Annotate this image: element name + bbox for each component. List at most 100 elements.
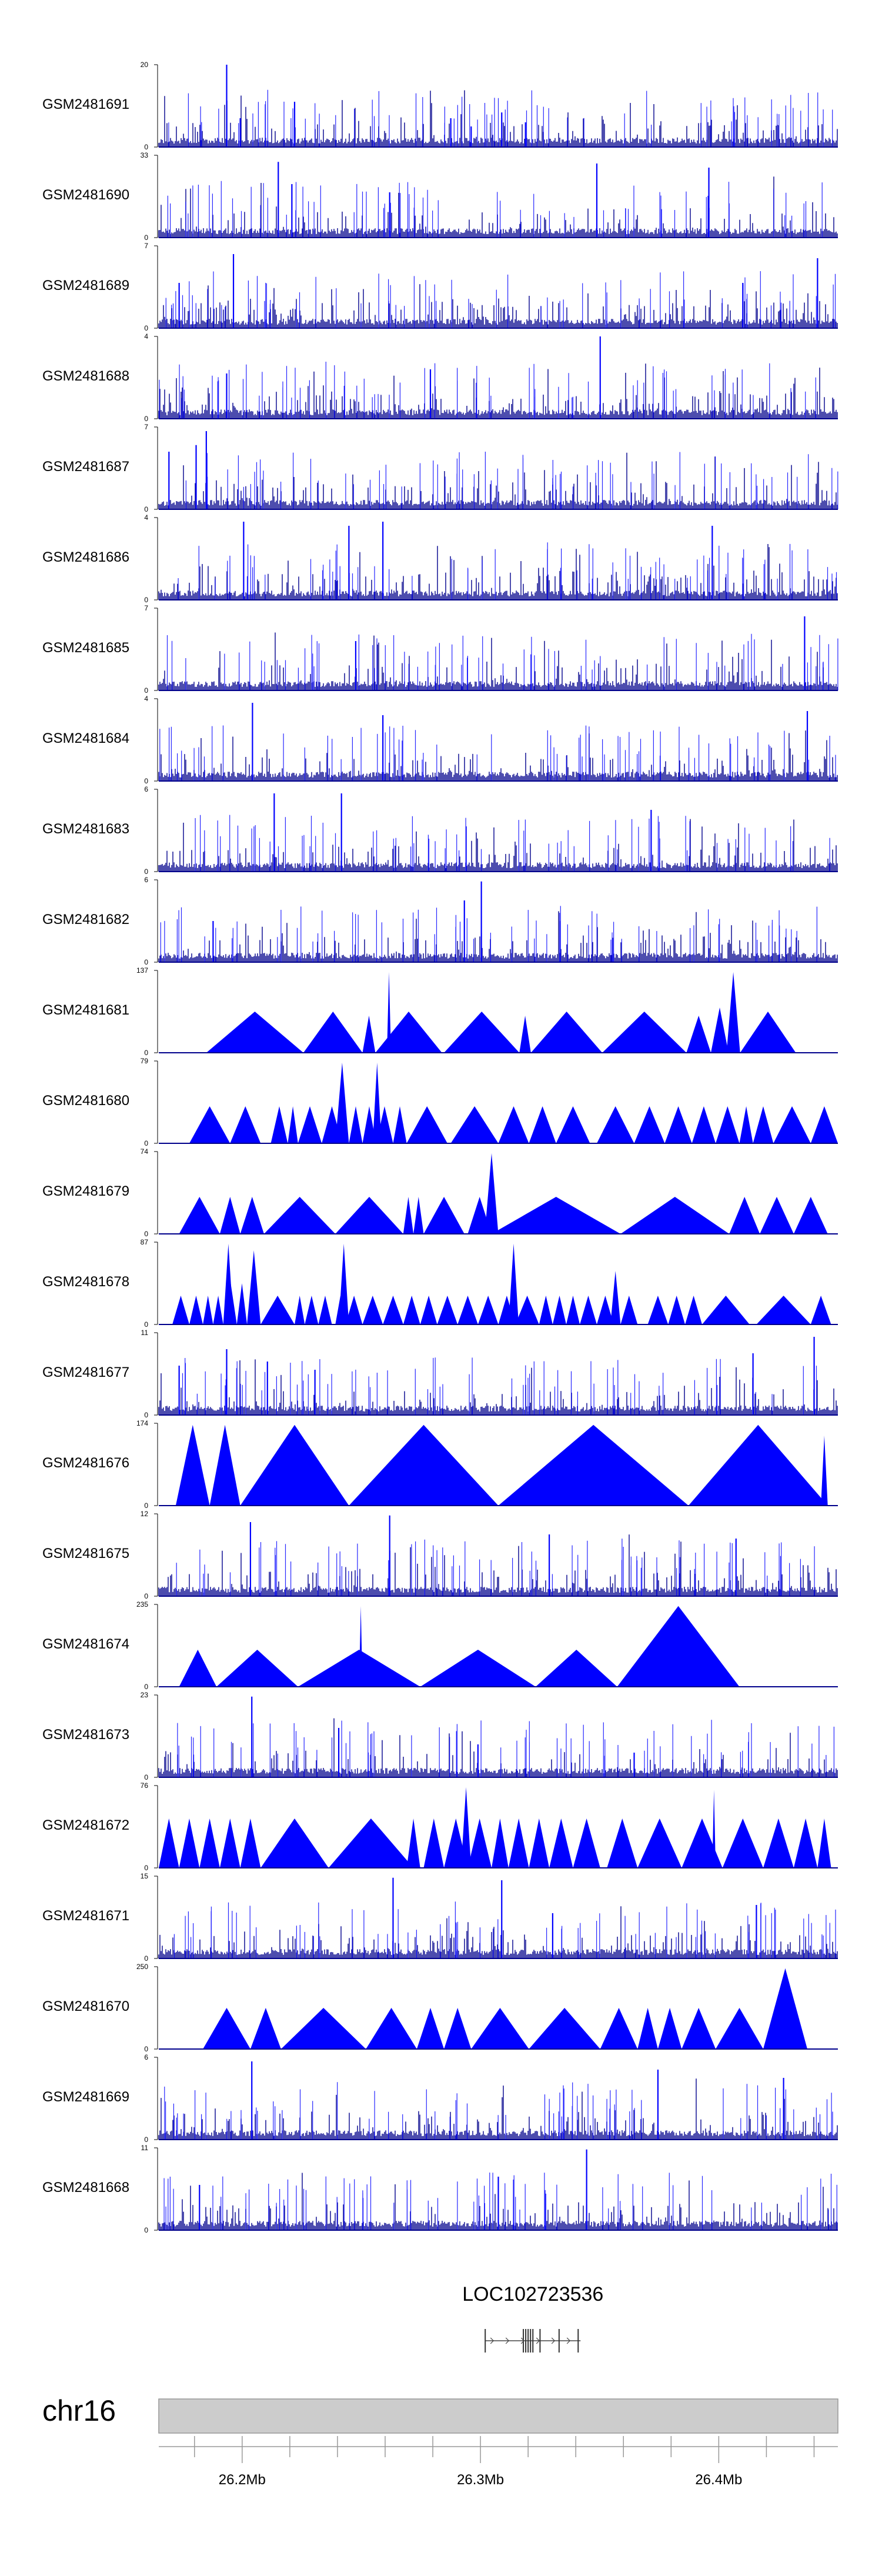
signal-peak <box>444 2008 472 2049</box>
y-max-label: 6 <box>144 2053 148 2061</box>
signal-peak <box>552 1296 566 1324</box>
coverage-tracks: GSM2481691200GSM2481690330GSM248168970GS… <box>42 61 838 2234</box>
track-label: GSM2481680 <box>42 1093 129 1109</box>
genome-axis: 26.2Mb 26.3Mb 26.4Mb <box>159 2436 838 2488</box>
signal-peak <box>549 1818 573 1868</box>
signal-peak <box>810 1106 838 1143</box>
signal-peak <box>189 1296 203 1324</box>
y-max-label: 11 <box>141 1329 149 1337</box>
y-min-label: 0 <box>144 143 148 151</box>
y-min-label: 0 <box>144 1683 148 1691</box>
signal-peak <box>620 1197 730 1234</box>
signal-peak <box>760 1197 794 1234</box>
signal-peak <box>664 1106 692 1143</box>
signal-peak <box>536 1650 617 1687</box>
chromosome-label: chr16 <box>42 2394 116 2427</box>
signal-peak <box>437 1296 458 1324</box>
signal-spikes <box>166 633 838 690</box>
y-min-label: 0 <box>144 867 148 876</box>
track-GSM2481678: GSM2481678 87 0 <box>42 1238 838 1329</box>
y-max-label: 4 <box>144 332 148 341</box>
signal-bars <box>158 544 838 600</box>
track-GSM2481683: GSM2481683 6 0 <box>42 785 838 876</box>
signal-bars <box>158 1359 838 1415</box>
y-min-label: 0 <box>144 324 148 332</box>
signal-peak <box>172 1296 189 1324</box>
signal-peak <box>206 1012 303 1053</box>
signal-spikes <box>176 1539 815 1596</box>
signal-peak <box>189 1106 230 1143</box>
track-GSM2481677: GSM2481677 11 0 <box>42 1329 838 1419</box>
signal-peak <box>657 2008 682 2049</box>
track-GSM2481682: GSM2481682 6 0 <box>42 876 838 966</box>
signal-bars <box>158 284 838 328</box>
track-label: GSM2481675 <box>42 1546 129 1561</box>
y-min-label: 0 <box>144 596 148 604</box>
signal-peak <box>318 1296 332 1324</box>
signal-peak <box>457 1296 478 1324</box>
signal-peak <box>335 1062 349 1143</box>
signal-spikes <box>159 362 816 419</box>
y-max-label: 20 <box>141 61 149 69</box>
track-label: GSM2481688 <box>42 368 129 384</box>
y-min-label: 0 <box>144 1411 148 1419</box>
signal-peak <box>209 1424 240 1506</box>
track-GSM2481671: GSM2481671 15 0 <box>42 1872 838 1963</box>
signal-peak <box>688 1424 828 1506</box>
strand-arrow-icon <box>551 2337 556 2344</box>
signal-spikes <box>160 906 817 962</box>
signal-peak <box>529 1106 556 1143</box>
signal-peak <box>349 1424 499 1506</box>
signal-peak <box>610 1271 621 1324</box>
signal-peak <box>712 1790 716 1868</box>
strand-arrow-icon <box>536 2337 540 2344</box>
signal-spikes <box>185 452 838 509</box>
track-GSM2481676: GSM2481676 174 0 <box>42 1419 838 1510</box>
y-max-label: 7 <box>144 423 148 431</box>
signal-peak <box>668 1296 686 1324</box>
signal-peak <box>711 1007 729 1053</box>
signal-peak <box>471 2008 529 2049</box>
signal-peak <box>519 1016 531 1053</box>
track-GSM2481681: GSM2481681 137 0 <box>42 966 838 1057</box>
signal-peak <box>305 1296 319 1324</box>
signal-peak <box>492 1197 621 1234</box>
gene-track: LOC102723536 <box>462 2283 603 2353</box>
signal-peak <box>260 1818 329 1868</box>
signal-peak <box>539 1296 553 1324</box>
y-max-label: 4 <box>144 513 148 522</box>
signal-peak <box>240 1818 261 1868</box>
y-max-label: 23 <box>141 1691 149 1699</box>
signal-spikes <box>168 89 833 147</box>
signal-peak <box>793 1818 818 1868</box>
track-label: GSM2481690 <box>42 187 129 203</box>
track-label: GSM2481691 <box>42 96 129 112</box>
signal-peak <box>393 1106 407 1143</box>
y-max-label: 137 <box>136 966 148 975</box>
signal-peak <box>508 1818 529 1868</box>
y-max-label: 6 <box>144 785 148 793</box>
signal-peak <box>597 1106 634 1143</box>
axis-tick-label: 26.2Mb <box>219 2472 266 2488</box>
signal-spikes <box>167 181 823 238</box>
signal-peak <box>600 2008 638 2049</box>
signal-peak <box>685 1296 702 1324</box>
track-label: GSM2481677 <box>42 1364 129 1380</box>
track-GSM2481690: GSM2481690 33 0 <box>42 151 838 242</box>
signal-peak <box>602 1012 687 1053</box>
signal-peak <box>219 1197 240 1234</box>
signal-peak <box>810 1296 831 1324</box>
signal-peak <box>450 1106 499 1143</box>
signal-peak <box>597 1296 614 1324</box>
signal-peak <box>345 1296 363 1324</box>
y-max-label: 6 <box>144 876 148 884</box>
signal-peak <box>159 1818 179 1868</box>
y-min-label: 0 <box>144 1320 148 1329</box>
track-GSM2481670: GSM2481670 250 0 <box>42 1963 838 2053</box>
signal-peak <box>793 1197 828 1234</box>
signal-peak <box>763 1968 807 2049</box>
signal-bars <box>158 632 838 690</box>
strand-arrow-icon <box>490 2337 495 2344</box>
signal-peak <box>423 1818 445 1868</box>
signal-peak <box>739 1106 753 1143</box>
